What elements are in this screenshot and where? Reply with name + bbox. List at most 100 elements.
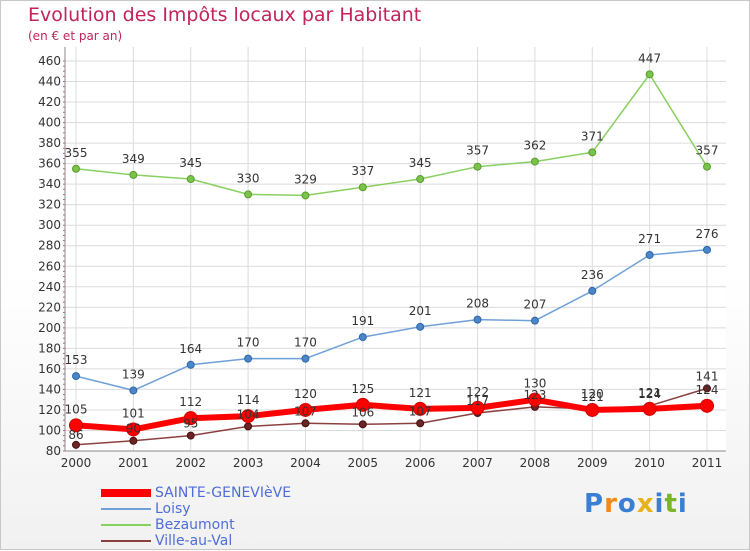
- legend-swatch: [101, 489, 151, 497]
- data-label: 124: [696, 383, 719, 397]
- y-tick-label: 340: [38, 177, 61, 191]
- axes: 80 100 120 140 160 180 200 220 240 260 280 300 320 34…: [38, 47, 726, 470]
- data-point: [186, 431, 195, 440]
- data-point: [473, 315, 482, 324]
- y-tick-label: 260: [38, 259, 61, 273]
- data-label: 125: [351, 382, 374, 396]
- legend-label: Ville-au-Val: [155, 533, 233, 549]
- data-label: 271: [638, 232, 661, 246]
- x-tick-label: 2007: [462, 456, 493, 470]
- legend-swatch: [101, 524, 151, 526]
- grid: [65, 47, 726, 452]
- data-point: [700, 398, 714, 413]
- data-point: [642, 401, 657, 416]
- data-label: 95: [183, 417, 198, 431]
- logo-letter: i: [654, 489, 665, 519]
- data-label: 153: [65, 353, 88, 367]
- data-point: [129, 170, 138, 179]
- data-label: 105: [65, 402, 88, 416]
- y-tick-label: 380: [38, 136, 61, 150]
- data-point: [244, 190, 253, 199]
- logo-letter: t: [664, 489, 678, 519]
- data-label: 164: [179, 342, 202, 356]
- y-tick-label: 180: [38, 341, 61, 355]
- series-line-1: [75, 249, 708, 392]
- series-lines: [69, 70, 714, 449]
- data-point: [241, 409, 256, 424]
- y-tick-label: 280: [38, 239, 61, 253]
- proxiti-logo: Proxiti: [584, 489, 688, 519]
- data-point: [186, 175, 195, 184]
- data-point: [126, 422, 141, 437]
- data-label: 447: [638, 51, 661, 65]
- data-label: 170: [294, 336, 317, 350]
- data-label: 120: [294, 387, 317, 401]
- data-point: [355, 397, 370, 412]
- legend-label: SAINTE-GENEVIèVE: [155, 485, 292, 501]
- data-label: 345: [179, 156, 202, 170]
- logo-letter: i: [677, 489, 688, 519]
- y-tick-label: 240: [38, 280, 61, 294]
- data-label: 236: [581, 268, 604, 282]
- x-tick-label: 2000: [61, 456, 92, 470]
- data-point: [69, 418, 83, 433]
- data-label: 124: [638, 387, 661, 401]
- y-tick-label: 320: [38, 198, 61, 212]
- data-label: 121: [638, 386, 661, 400]
- x-tick-label: 2003: [233, 456, 264, 470]
- x-tick-label: 2005: [348, 456, 379, 470]
- y-tick-label: 400: [38, 116, 61, 130]
- data-label: 120: [581, 387, 604, 401]
- data-point: [645, 250, 654, 259]
- data-point: [530, 157, 539, 166]
- data-label: 208: [466, 297, 489, 311]
- data-label: 123: [523, 388, 546, 402]
- x-tick-label: 2004: [290, 456, 321, 470]
- data-label: 349: [122, 152, 145, 166]
- data-point: [470, 400, 485, 415]
- data-point: [645, 70, 654, 79]
- y-tick-label: 300: [38, 218, 61, 232]
- data-point: [183, 411, 198, 426]
- y-tick-label: 360: [38, 157, 61, 171]
- y-tick-label: 460: [38, 54, 61, 68]
- data-label: 345: [409, 156, 432, 170]
- y-tick-label: 220: [38, 300, 61, 314]
- data-point: [473, 162, 482, 171]
- data-point: [358, 183, 367, 192]
- data-label: 90: [126, 422, 141, 436]
- logo-letter: P: [584, 489, 605, 519]
- data-point: [358, 420, 367, 429]
- data-point: [72, 440, 80, 449]
- data-point: [416, 322, 425, 331]
- data-label: 139: [122, 367, 145, 381]
- data-label: 330: [237, 171, 260, 185]
- data-label: 106: [351, 405, 374, 419]
- data-label: 121: [581, 390, 604, 404]
- data-point: [301, 354, 310, 363]
- data-label: 357: [466, 144, 489, 158]
- x-tick-label: 2006: [405, 456, 436, 470]
- logo-letter: x: [636, 489, 655, 519]
- y-tick-label: 440: [38, 75, 61, 89]
- legend-swatch: [101, 508, 151, 510]
- legend-label: Loisy: [155, 501, 191, 517]
- data-point: [301, 419, 310, 428]
- data-point: [129, 386, 138, 395]
- data-point: [530, 316, 539, 325]
- x-tick-label: 2008: [520, 456, 551, 470]
- data-point: [244, 354, 253, 363]
- chart-subtitle: (en € et par an): [28, 29, 123, 43]
- data-label: 191: [351, 314, 374, 328]
- data-label: 86: [68, 428, 83, 442]
- data-label: 114: [237, 393, 260, 407]
- y-tick-label: 80: [46, 444, 61, 458]
- data-point: [588, 148, 597, 157]
- data-point: [358, 333, 367, 342]
- data-point: [585, 402, 600, 417]
- data-label: 121: [409, 386, 432, 400]
- data-label: 329: [294, 172, 317, 186]
- data-label: 207: [523, 298, 546, 312]
- data-point: [186, 360, 195, 369]
